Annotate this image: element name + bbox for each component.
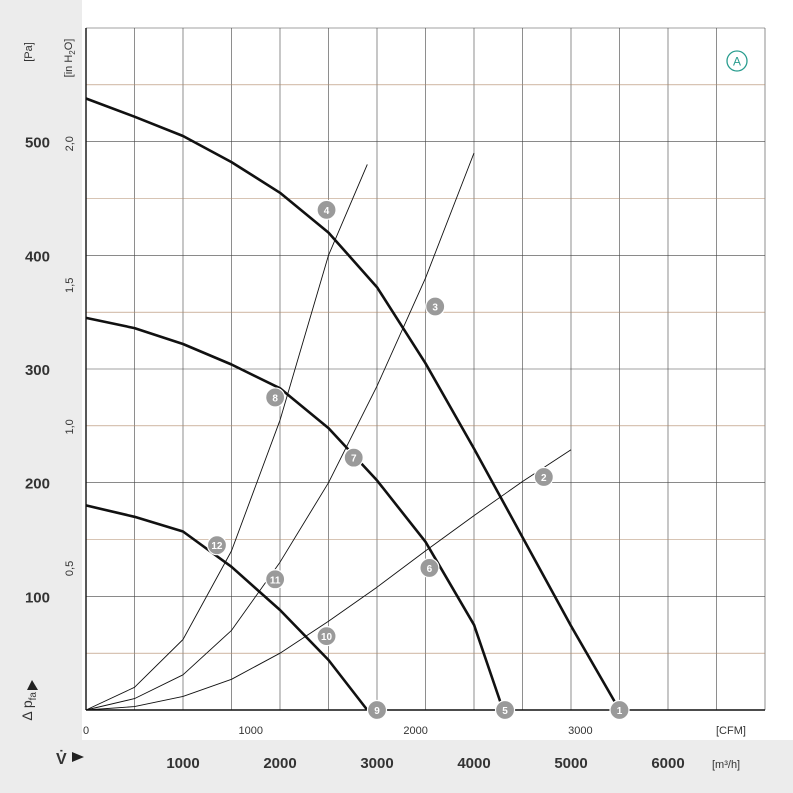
- chart-badge: A: [733, 55, 741, 69]
- system-curve: [85, 449, 572, 711]
- y-unit-inh2o-main: [in H: [63, 55, 75, 78]
- operating-point-label: 11: [270, 575, 281, 586]
- x-tick-label-m3h: 2000: [263, 755, 296, 772]
- y-tick-label-inh2o: 2,0: [64, 136, 76, 151]
- operating-point-label: 6: [427, 564, 433, 575]
- x-axis-label: V̇: [56, 750, 67, 768]
- operating-point-label: 3: [432, 302, 438, 313]
- y-tick-label-inh2o: 1,5: [64, 278, 76, 293]
- y-tick-label-pa: 100: [25, 589, 50, 606]
- system-curve: [85, 152, 475, 711]
- fan-curve: [85, 316, 505, 711]
- operating-point-marker: [316, 199, 337, 220]
- operating-point-marker: [265, 569, 286, 590]
- y-unit-pa: [Pa]: [23, 42, 35, 62]
- operating-point-label: 10: [321, 632, 333, 643]
- operating-point-marker: [265, 387, 286, 408]
- left-axis-band: [0, 0, 82, 793]
- y-tick-label-pa: 200: [25, 476, 50, 493]
- operating-point-marker: [419, 557, 440, 579]
- operating-point-label: 5: [502, 706, 508, 717]
- x-unit-m3h: [m³/h]: [712, 759, 740, 771]
- y-unit-inh2o: [in H2O]: [63, 39, 77, 78]
- system-curve: [85, 164, 368, 711]
- y-axis-label-main: Δ p: [19, 700, 35, 720]
- operating-point-label: 8: [272, 393, 278, 404]
- grid: [85, 27, 766, 711]
- x-tick-label-cfm: 2000: [403, 725, 427, 737]
- x-tick-label-m3h: 3000: [360, 755, 393, 772]
- operating-point-label: 7: [351, 454, 357, 465]
- y-tick-label-pa: 300: [25, 362, 50, 379]
- y-tick-label-pa: 500: [25, 135, 50, 152]
- operating-point-label: 4: [324, 206, 330, 217]
- operating-point-marker: [609, 699, 630, 721]
- bottom-axis-band: [82, 740, 793, 793]
- x-tick-label-m3h: 5000: [554, 755, 587, 772]
- fan-curve: [85, 504, 369, 711]
- operating-point-marker: [494, 699, 516, 721]
- operating-point-label: 2: [541, 473, 547, 484]
- x-tick-label-m3h: 6000: [651, 755, 684, 772]
- x-unit-cfm: [CFM]: [716, 725, 746, 737]
- y-unit-inh2o-end: O]: [63, 39, 75, 51]
- operating-point-marker: [343, 447, 364, 468]
- y-tick-label-inh2o: 1,0: [64, 419, 76, 434]
- y-axis-label: Δ pfa: [19, 692, 39, 721]
- x-tick-label-cfm: 0: [83, 725, 89, 737]
- operating-point-marker: [533, 466, 554, 488]
- y-axis-arrow-icon: [27, 680, 38, 690]
- fan-curve: [85, 97, 621, 711]
- y-axis-label-sub: fa: [28, 692, 39, 701]
- operating-point-label: 9: [374, 706, 380, 717]
- y-tick-label-inh2o: 0,5: [64, 561, 76, 576]
- operating-point-label: 1: [617, 706, 623, 717]
- x-axis-arrow-icon: [72, 752, 84, 762]
- x-tick-label-m3h: 1000: [166, 755, 199, 772]
- badge-circle-icon: [726, 50, 748, 72]
- curves: [85, 97, 621, 711]
- x-tick-label-m3h: 4000: [457, 755, 490, 772]
- axis-labels: [Pa] [in H2O] Δ pfa [CFM] [m³/h] V̇ A 10…: [19, 39, 748, 772]
- operating-point-marker: [425, 296, 446, 317]
- operating-point-marker: [316, 626, 337, 647]
- x-tick-label-cfm: 3000: [568, 725, 592, 737]
- y-tick-label-pa: 400: [25, 248, 50, 265]
- operating-point-marker: [366, 699, 388, 721]
- operating-point-label: 12: [211, 541, 223, 552]
- x-tick-label-cfm: 1000: [239, 725, 263, 737]
- y-unit-inh2o-sub: 2: [68, 50, 77, 55]
- operating-point-marker: [206, 535, 228, 556]
